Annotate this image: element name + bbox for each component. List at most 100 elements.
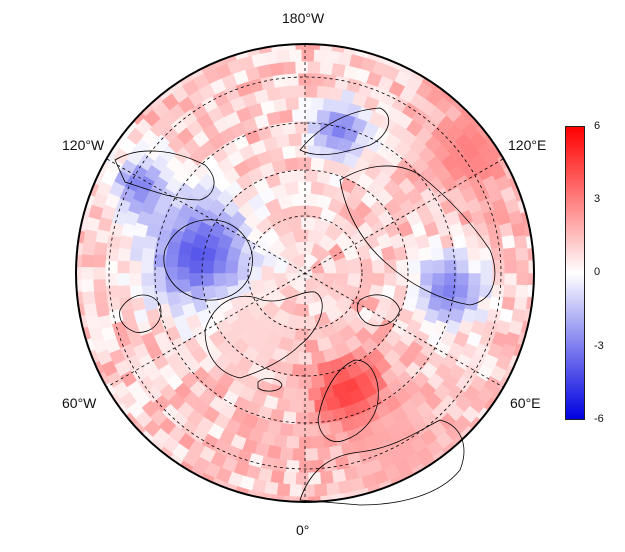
anomaly-cell xyxy=(295,60,309,74)
lon-label-120e: 120°E xyxy=(508,137,547,153)
anomaly-cell xyxy=(432,272,446,287)
anomaly-cell xyxy=(288,484,303,498)
anomaly-cell xyxy=(310,375,326,390)
latitude-circle-1 xyxy=(247,215,363,331)
anomaly-cell xyxy=(304,108,319,122)
anomaly-cell xyxy=(288,48,303,62)
anomaly-cell xyxy=(140,272,154,287)
anomaly-cell xyxy=(282,495,297,502)
anomaly-cell xyxy=(468,259,482,274)
anomaly-cell xyxy=(304,168,319,183)
anomaly-cell xyxy=(504,260,518,274)
anomaly-cell xyxy=(395,259,410,274)
anomaly-cell xyxy=(313,48,328,63)
anomaly-cell xyxy=(117,247,131,262)
anomaly-cell xyxy=(105,284,119,299)
colorbar-tick-neg6: -6 xyxy=(594,413,604,425)
anomaly-cell xyxy=(322,73,338,88)
anomaly-cell xyxy=(129,284,144,299)
anomaly-cell xyxy=(304,424,319,438)
anomaly-cell xyxy=(164,253,179,268)
anomaly-cell xyxy=(528,272,534,286)
anomaly-cell xyxy=(513,296,528,312)
anomaly-cell xyxy=(291,363,306,378)
anomaly-cell xyxy=(456,272,470,287)
anomaly-cell xyxy=(291,84,306,98)
anomaly-cell xyxy=(294,388,309,402)
anomaly-cell xyxy=(200,272,215,287)
anomaly-cell xyxy=(513,234,528,250)
anomaly-cell xyxy=(272,97,288,113)
anomaly-cell xyxy=(516,272,530,286)
europe-coast xyxy=(299,419,465,506)
lon-label-0: 0° xyxy=(296,522,310,538)
anomaly-cell xyxy=(284,375,300,390)
anomaly-cell xyxy=(432,259,446,274)
anomaly-cell xyxy=(224,258,239,274)
anomaly-cell xyxy=(430,246,445,262)
anomaly-cell xyxy=(81,290,96,305)
anomaly-cell xyxy=(291,424,306,438)
meridian-120e-60w xyxy=(106,158,504,388)
graticule xyxy=(106,44,504,502)
colorbar xyxy=(565,126,585,420)
anomaly-cell xyxy=(288,132,303,147)
colorbar-tick-neg3: -3 xyxy=(594,340,604,352)
anomaly-cell xyxy=(444,259,458,274)
anomaly-cell xyxy=(468,272,482,287)
anomaly-cell xyxy=(104,272,118,287)
anomaly-cell xyxy=(307,387,322,402)
anomaly-cell xyxy=(279,85,294,99)
anomaly-cell xyxy=(504,272,518,286)
anomaly-cell xyxy=(301,132,316,146)
anomaly-cell xyxy=(117,284,131,299)
anomaly-cell xyxy=(282,44,297,51)
anomaly-cell xyxy=(200,259,215,274)
anomaly-cell xyxy=(466,247,481,262)
anomaly-cell xyxy=(503,247,517,262)
lon-label-60e: 60°E xyxy=(510,395,541,411)
anomaly-cell xyxy=(307,60,322,74)
anomaly-cell xyxy=(491,247,505,262)
anomaly-cell xyxy=(141,284,156,300)
anomaly-cell xyxy=(316,447,331,461)
anomaly-cell xyxy=(281,386,297,401)
anomaly-cell xyxy=(278,422,294,437)
anomaly-cell xyxy=(418,246,433,262)
anomaly-cell xyxy=(285,435,300,450)
taymyr-coast xyxy=(356,294,401,327)
anomaly-cell xyxy=(76,278,83,293)
latitude-circle-4 xyxy=(108,76,502,470)
anomaly-cell xyxy=(371,272,386,288)
anomaly-cell xyxy=(176,266,190,280)
anomaly-cell xyxy=(81,241,96,256)
anomaly-cell xyxy=(80,266,94,280)
anomaly-cell xyxy=(276,482,291,497)
anomaly-cell xyxy=(420,259,434,274)
anomaly-cell xyxy=(269,61,285,77)
anomaly-cell xyxy=(128,272,142,287)
anomaly-cell xyxy=(516,260,530,274)
anomaly-cell xyxy=(116,272,130,287)
anomaly-cell xyxy=(278,109,294,124)
anomaly-cell xyxy=(291,448,306,462)
anomaly-cell xyxy=(104,259,118,274)
anomaly-cell xyxy=(285,459,300,474)
anomaly-cell xyxy=(304,363,319,378)
anomaly-cell xyxy=(128,259,142,274)
anomaly-cell xyxy=(288,399,303,414)
anomaly-cell xyxy=(515,284,529,299)
anomaly-cell xyxy=(212,258,227,274)
anomaly-cell xyxy=(304,339,320,354)
anomaly-cell xyxy=(310,72,325,87)
anomaly-cell xyxy=(92,266,106,280)
anomaly-cell xyxy=(76,266,82,280)
anomaly-cell xyxy=(301,48,315,62)
anomaly-cell xyxy=(93,241,108,256)
chukotka-coast xyxy=(299,107,390,156)
anomaly-cell xyxy=(291,108,306,122)
anomaly-cell xyxy=(442,246,457,262)
anomaly-cell xyxy=(515,247,529,262)
greenland-coast xyxy=(204,291,323,379)
colorbar-tick-6: 6 xyxy=(594,120,601,132)
